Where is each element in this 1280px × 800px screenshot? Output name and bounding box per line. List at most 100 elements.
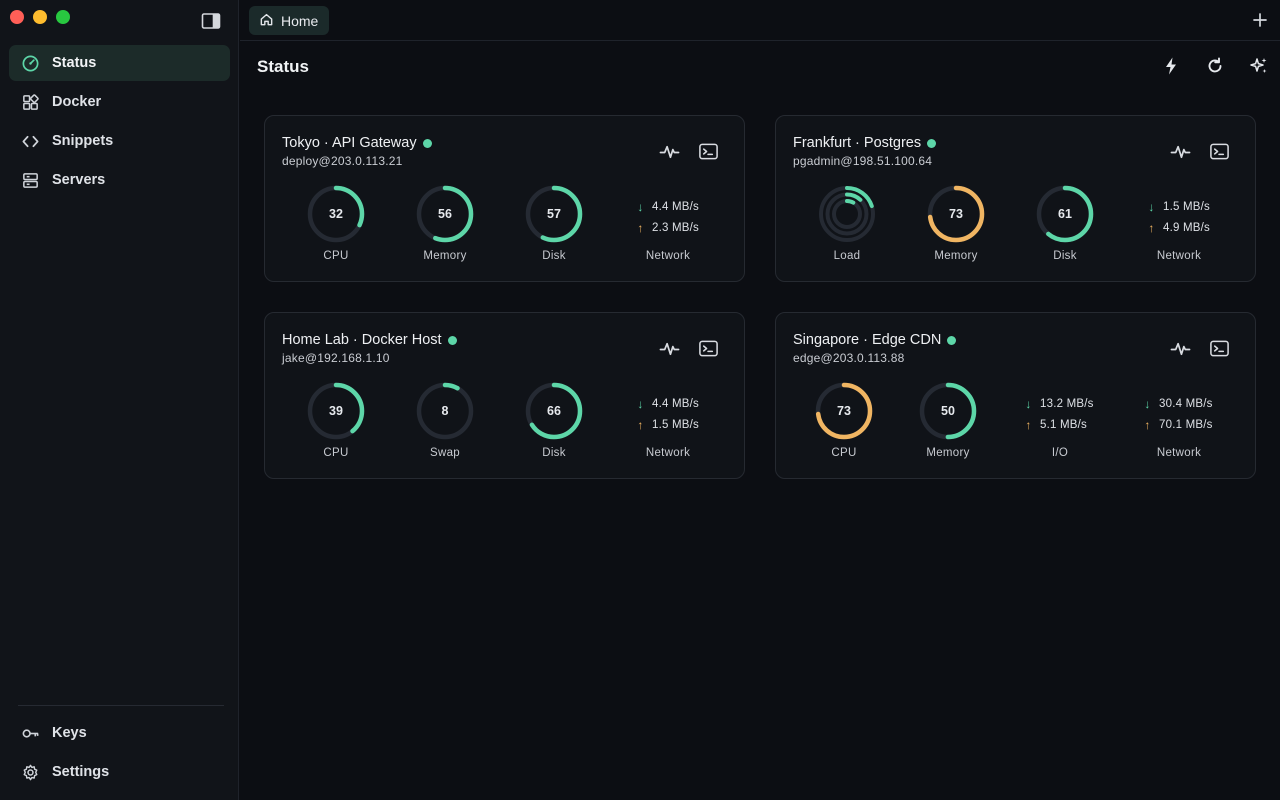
activity-button[interactable] xyxy=(1169,337,1191,359)
gauge-arc xyxy=(416,185,474,243)
upload-row: ↑ 70.1 MB/s xyxy=(1143,414,1253,435)
activity-button[interactable] xyxy=(658,140,680,162)
sidebar-bottom-nav: Keys Settings xyxy=(9,715,230,793)
gauge-value: 32 xyxy=(329,207,343,221)
sidebar-item-docker[interactable]: Docker xyxy=(9,84,230,120)
minimize-window-button[interactable] xyxy=(33,10,47,24)
gauge-ring xyxy=(416,382,474,440)
memory-gauge[interactable]: 50 Memory xyxy=(903,381,993,461)
write-rate: 5.1 MB/s xyxy=(1040,418,1087,431)
server-address: deploy@203.0.113.21 xyxy=(282,154,403,168)
disk-gauge[interactable]: 57 Disk xyxy=(509,184,599,264)
sidebar-toggle-icon[interactable] xyxy=(201,12,221,30)
cpu-gauge[interactable]: 32 CPU xyxy=(291,184,381,264)
gauge-arc xyxy=(525,185,583,243)
activity-button[interactable] xyxy=(1169,140,1191,162)
swap-gauge[interactable]: 8 Swap xyxy=(400,381,490,461)
pulse-icon xyxy=(1170,342,1190,355)
io-label: Network xyxy=(1156,250,1202,262)
load-ring-track xyxy=(832,199,862,229)
network-stat[interactable]: ↓ 1.5 MB/s ↑ 4.9 MB/s Network xyxy=(1147,196,1257,266)
home-icon xyxy=(259,12,274,30)
gauge-value: 66 xyxy=(547,404,561,418)
load-ring-arc xyxy=(832,199,862,229)
gauge-label: CPU xyxy=(323,447,349,459)
code-icon xyxy=(20,131,40,151)
disk-gauge[interactable]: 61 Disk xyxy=(1020,184,1110,264)
sidebar-item-servers[interactable]: Servers xyxy=(9,162,230,198)
terminal-button[interactable] xyxy=(1208,140,1230,162)
server-card[interactable]: Frankfurt · Postgres pgadmin@198.51.100.… xyxy=(775,115,1256,282)
new-tab-button[interactable] xyxy=(1252,12,1268,28)
arrow-down-icon: ↓ xyxy=(637,199,644,214)
server-card[interactable]: Home Lab · Docker Host jake@192.168.1.10… xyxy=(264,312,745,479)
server-name: Frankfurt · Postgres xyxy=(793,135,922,151)
server-address: jake@192.168.1.10 xyxy=(282,351,390,365)
terminal-button[interactable] xyxy=(1208,337,1230,359)
upload-row: ↑ 4.9 MB/s xyxy=(1147,217,1257,238)
server-address: edge@203.0.113.88 xyxy=(793,351,905,365)
download-rate: 30.4 MB/s xyxy=(1159,397,1213,410)
upload-row: ↑ 1.5 MB/s xyxy=(636,414,746,435)
close-window-button[interactable] xyxy=(10,10,24,24)
arrow-up-icon: ↑ xyxy=(637,220,644,235)
server-name-row: Singapore · Edge CDN xyxy=(793,332,957,348)
sidebar-item-label: Keys xyxy=(52,725,87,741)
server-icon xyxy=(20,170,40,190)
download-row: ↓ 1.5 MB/s xyxy=(1147,196,1257,217)
pulse-icon xyxy=(659,342,679,355)
download-row: ↓ 4.4 MB/s xyxy=(636,393,746,414)
tab-bar: Home xyxy=(240,0,1280,41)
online-status-dot xyxy=(447,335,457,345)
arrow-down-icon: ↓ xyxy=(1148,199,1155,214)
terminal-button[interactable] xyxy=(697,140,719,162)
arrow-up-icon: ↑ xyxy=(1025,417,1032,432)
io-stat[interactable]: ↓ 13.2 MB/s ↑ 5.1 MB/s I/O xyxy=(1024,393,1134,463)
tab-home[interactable]: Home xyxy=(249,6,330,35)
load-gauge[interactable]: Load xyxy=(802,184,892,264)
ai-assistant-button[interactable] xyxy=(1248,55,1270,77)
arrow-down-icon: ↓ xyxy=(637,396,644,411)
gauge-ring xyxy=(927,185,985,243)
server-name-row: Frankfurt · Postgres xyxy=(793,135,937,151)
network-stat[interactable]: ↓ 4.4 MB/s ↑ 2.3 MB/s Network xyxy=(636,196,746,266)
sidebar-item-snippets[interactable]: Snippets xyxy=(9,123,230,159)
quick-connect-button[interactable] xyxy=(1160,55,1182,77)
page-title: Status xyxy=(257,57,309,76)
refresh-button[interactable] xyxy=(1204,55,1226,77)
gauge-arc xyxy=(1036,185,1094,243)
server-address: pgadmin@198.51.100.64 xyxy=(793,154,933,168)
sidebar-item-status[interactable]: Status xyxy=(9,45,230,81)
sidebar-nav: Status Docker Snippets Servers xyxy=(9,45,230,201)
upload-rate: 2.3 MB/s xyxy=(652,221,699,234)
online-status-dot xyxy=(947,335,957,345)
sidebar-item-label: Servers xyxy=(52,172,106,188)
cpu-gauge[interactable]: 73 CPU xyxy=(799,381,889,461)
gauge-label: Memory xyxy=(934,250,978,262)
gauge-label: CPU xyxy=(831,447,857,459)
terminal-button[interactable] xyxy=(697,337,719,359)
write-row: ↑ 5.1 MB/s xyxy=(1024,414,1134,435)
zoom-window-button[interactable] xyxy=(56,10,70,24)
sidebar-item-keys[interactable]: Keys xyxy=(9,715,230,751)
server-name-row: Tokyo · API Gateway xyxy=(282,135,432,151)
load-ring-arc xyxy=(819,186,875,242)
cpu-gauge[interactable]: 39 CPU xyxy=(291,381,381,461)
gauge-ring xyxy=(525,185,583,243)
gauge-label: Memory xyxy=(926,447,970,459)
gauge-value: 61 xyxy=(1058,207,1072,221)
memory-gauge[interactable]: 73 Memory xyxy=(911,184,1001,264)
sidebar-item-settings[interactable]: Settings xyxy=(9,754,230,790)
server-card[interactable]: Singapore · Edge CDN edge@203.0.113.88 7… xyxy=(775,312,1256,479)
activity-button[interactable] xyxy=(658,337,680,359)
read-row: ↓ 13.2 MB/s xyxy=(1024,393,1134,414)
sparkles-icon xyxy=(1250,58,1267,73)
server-card[interactable]: Tokyo · API Gateway deploy@203.0.113.21 … xyxy=(264,115,745,282)
io-label: Network xyxy=(645,447,691,459)
memory-gauge[interactable]: 56 Memory xyxy=(400,184,490,264)
disk-gauge[interactable]: 66 Disk xyxy=(509,381,599,461)
network-stat[interactable]: ↓ 4.4 MB/s ↑ 1.5 MB/s Network xyxy=(636,393,746,463)
gauge-label: Swap xyxy=(430,447,460,459)
tab-label: Home xyxy=(281,12,319,29)
network-stat[interactable]: ↓ 30.4 MB/s ↑ 70.1 MB/s Network xyxy=(1143,393,1253,463)
